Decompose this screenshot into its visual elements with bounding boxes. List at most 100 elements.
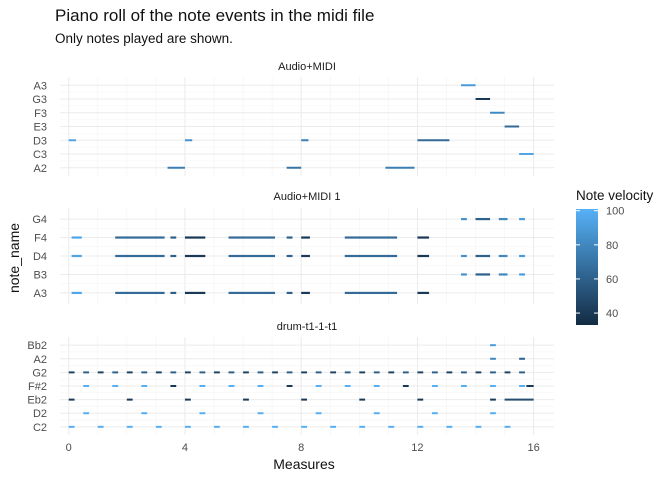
note-event <box>286 385 293 387</box>
note-event <box>155 425 162 428</box>
x-axis: 0 4 8 12 16 <box>66 442 540 454</box>
note-event <box>301 291 310 295</box>
y-tick-label: D2 <box>33 408 47 420</box>
note-event <box>184 291 206 295</box>
note-event <box>330 371 337 374</box>
note-event <box>141 412 148 415</box>
note-event <box>257 412 264 415</box>
note-event <box>519 217 525 221</box>
note-event <box>68 139 76 142</box>
x-tick-label: 16 <box>528 442 540 454</box>
note-event <box>115 291 165 295</box>
note-event <box>170 385 177 387</box>
note-event <box>315 385 322 387</box>
note-event <box>475 217 491 221</box>
note-event <box>385 166 415 169</box>
facet-strip-label: drum-t1-1-t1 <box>277 321 338 333</box>
facet-strip-label: Audio+MIDI <box>278 61 336 73</box>
chart-title: Piano roll of the note events in the mid… <box>55 6 374 25</box>
y-tick-label: A3 <box>34 80 47 92</box>
note-event <box>184 236 206 239</box>
note-event <box>490 111 505 114</box>
note-event <box>199 412 206 415</box>
legend-colorbar <box>576 209 598 325</box>
y-tick-label: A2 <box>34 163 47 175</box>
note-event <box>373 412 380 415</box>
note-event <box>344 236 398 239</box>
note-event <box>315 371 322 374</box>
note-event <box>272 371 278 374</box>
note-event <box>97 425 104 428</box>
note-event <box>170 236 177 239</box>
note-event <box>214 425 220 428</box>
note-event <box>301 371 307 374</box>
note-event <box>498 217 508 221</box>
note-event <box>184 139 193 142</box>
note-event <box>417 371 424 374</box>
note-event <box>330 425 337 428</box>
note-event <box>228 291 276 295</box>
note-event <box>417 236 430 239</box>
legend-tick-label: 80 <box>606 240 618 252</box>
note-event <box>243 371 249 374</box>
chart-subtitle: Only notes played are shown. <box>55 31 233 46</box>
y-tick-label: B3 <box>34 269 47 281</box>
note-event <box>519 385 525 387</box>
note-event <box>170 291 177 295</box>
note-event <box>373 371 380 374</box>
note-event <box>490 371 496 374</box>
x-tick-label: 0 <box>66 442 72 454</box>
note-event <box>475 254 491 258</box>
note-event <box>461 217 467 221</box>
legend-ticks: 40 60 80 100 <box>576 206 624 320</box>
legend-tick-label: 60 <box>606 274 618 286</box>
y-tick-label: Bb2 <box>27 340 47 352</box>
y-tick-label: D3 <box>33 135 47 147</box>
note-event <box>388 425 395 428</box>
note-event <box>490 385 496 387</box>
facet-audio-midi-1: Audio+MIDI 1 A3 B3 D4 F4 G4 <box>32 191 554 304</box>
note-event <box>257 385 264 387</box>
velocity-legend: Note velocity 40 60 80 100 <box>576 188 654 325</box>
note-event <box>228 385 235 387</box>
note-event <box>184 254 206 258</box>
note-event <box>490 398 496 401</box>
note-event <box>359 371 366 374</box>
legend-tick-label: 40 <box>606 308 618 320</box>
note-event <box>344 371 351 374</box>
legend-title: Note velocity <box>576 188 654 203</box>
x-tick-label: 8 <box>298 442 304 454</box>
note-event <box>490 357 496 360</box>
note-event <box>170 371 177 374</box>
note-event <box>490 344 496 347</box>
y-tick-label: F3 <box>34 108 47 120</box>
note-event <box>315 412 322 415</box>
note-event <box>446 371 453 374</box>
note-event <box>504 425 511 428</box>
note-event <box>402 385 409 387</box>
note-event <box>359 398 366 401</box>
y-tick-label: F#2 <box>28 381 47 393</box>
note-event <box>417 254 430 258</box>
note-event <box>519 254 525 258</box>
note-event <box>431 412 438 415</box>
note-event <box>526 385 534 387</box>
note-event <box>167 166 185 169</box>
note-event <box>68 425 75 428</box>
note-event <box>141 371 148 374</box>
note-event <box>83 385 90 387</box>
note-event <box>504 371 511 374</box>
note-event <box>344 385 351 387</box>
note-event <box>431 371 438 374</box>
note-event <box>71 254 82 258</box>
note-event <box>417 139 450 142</box>
note-event <box>301 425 307 428</box>
x-axis-title: Measures <box>273 456 334 472</box>
note-event <box>504 398 534 401</box>
note-event <box>71 291 82 295</box>
facet-strip-label: Audio+MIDI 1 <box>274 191 341 203</box>
note-event <box>344 291 398 295</box>
note-event <box>286 166 302 169</box>
note-event <box>112 371 119 374</box>
